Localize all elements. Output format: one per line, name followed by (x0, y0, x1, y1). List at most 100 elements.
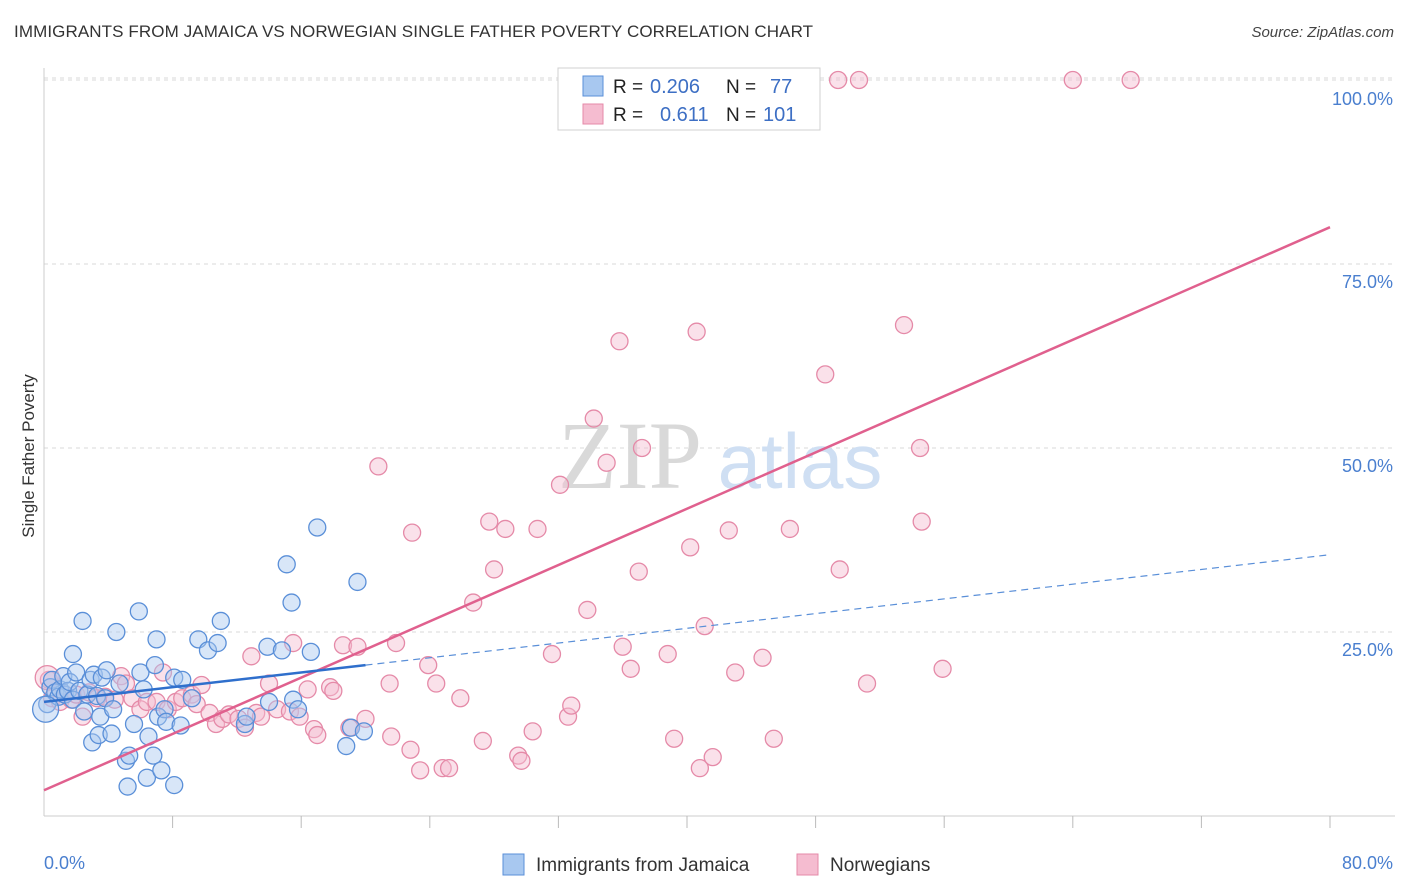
norwegians-point (687, 322, 706, 341)
y-tick-label: 75.0% (1342, 272, 1393, 292)
norwegians-point (703, 747, 722, 767)
norwegians-point (484, 560, 504, 579)
y-tick-label: 100.0% (1332, 89, 1393, 109)
norwegians-point (753, 648, 772, 667)
norwegians-point (496, 519, 515, 539)
jamaica-point (235, 714, 255, 734)
jamaica-point (97, 661, 116, 680)
legend-swatch-blue (582, 75, 604, 97)
watermark-atlas: atlas (718, 417, 883, 505)
jamaica-point (277, 555, 296, 574)
norwegians-point (658, 644, 677, 664)
norwegians-point (473, 731, 492, 751)
jamaica-point (137, 768, 157, 787)
jamaica-point (73, 611, 92, 631)
jamaica-point (81, 670, 100, 689)
stats-legend: R = 0.206 N = 77 R = 0.611 N = 101 (557, 67, 821, 131)
y-tick-label: 50.0% (1342, 456, 1393, 476)
jamaica-point (147, 630, 166, 649)
watermark-zip: ZIP (558, 402, 702, 509)
norwegians-point (613, 637, 632, 656)
jamaica-point (103, 700, 123, 719)
norwegians-point (726, 663, 745, 682)
jamaica-point (129, 602, 148, 621)
y-axis-label: Single Father Poverty (19, 374, 38, 538)
jamaica-point (198, 641, 218, 660)
norwegians-point (632, 438, 652, 458)
norwegians-point (333, 636, 353, 655)
norwegians-point (451, 689, 470, 708)
norwegians-point (298, 680, 317, 699)
x-tick-label-min: 0.0% (44, 853, 85, 873)
jamaica-point (63, 644, 83, 664)
legend-r-value-pink: 0.611 (660, 104, 709, 126)
norwegians-point (1063, 70, 1082, 90)
norwegians-point (433, 759, 452, 778)
norwegians-point (690, 759, 710, 778)
norwegians-point (629, 562, 648, 581)
legend-n-label-pink: N = (726, 105, 756, 126)
jamaica-points (31, 518, 374, 796)
jamaica-point (284, 690, 303, 709)
norwegians-point (402, 523, 422, 542)
norwegians-point (894, 315, 914, 335)
norwegians-point (912, 512, 931, 531)
jamaica-point (173, 670, 192, 689)
chart-source: Source: ZipAtlas.com (1251, 24, 1394, 41)
norwegians-point (251, 707, 271, 726)
gridlines (44, 77, 1395, 633)
norwegians-point (681, 538, 700, 557)
norwegians-point (284, 633, 303, 653)
legend-r-label-pink: R = (613, 105, 643, 126)
norwegians-point (584, 409, 603, 428)
jamaica-point (208, 633, 227, 653)
jamaica-point (118, 777, 137, 796)
jamaica-point (152, 761, 171, 780)
norwegians-point (187, 694, 206, 714)
norwegians-point (621, 659, 640, 678)
norwegians-point (480, 512, 499, 531)
watermark: ZIP atlas (558, 402, 882, 509)
jamaica-point (259, 692, 279, 712)
bottom-legend-label-blue: Immigrants from Jamaica (536, 855, 750, 876)
norwegians-point (242, 647, 261, 666)
jamaica-point (288, 700, 308, 719)
jamaica-point (308, 518, 327, 537)
norwegians-point (523, 722, 542, 741)
legend-swatch-pink (582, 103, 604, 125)
jamaica-point (211, 611, 230, 631)
jamaica-point (157, 712, 176, 731)
norwegians-point (664, 729, 684, 748)
norwegians-point (597, 453, 616, 472)
jamaica-point (301, 642, 320, 662)
norwegians-point (610, 332, 629, 351)
trendlines (43, 226, 1331, 792)
norwegians-point (816, 365, 835, 384)
y-tick-labels: 25.0% 50.0% 75.0% 100.0% (1332, 89, 1393, 660)
norwegians-point (427, 674, 446, 693)
jamaica-point (67, 663, 86, 682)
norwegians-point (562, 696, 581, 715)
norwegians-point (780, 519, 800, 539)
jamaica-point (31, 695, 60, 723)
norwegians-point (849, 70, 869, 90)
bottom-legend-swatch-pink (796, 853, 819, 876)
norwegians-point (764, 729, 783, 748)
norwegians-point (857, 674, 877, 693)
norwegians-point (550, 475, 570, 494)
norwegians-point (933, 659, 952, 678)
y-tick-label: 25.0% (1342, 640, 1393, 660)
jamaica-point (110, 674, 129, 693)
norwegians-point (828, 70, 848, 90)
chart-title: IMMIGRANTS FROM JAMAICA VS NORWEGIAN SIN… (14, 22, 814, 41)
norwegians-point (308, 725, 327, 745)
jamaica-point (145, 655, 165, 675)
series-legend: Immigrants from Jamaica Norwegians (502, 853, 930, 876)
norwegians-point (542, 644, 562, 664)
norwegians-point (401, 740, 420, 759)
norwegians-point (380, 674, 399, 693)
jamaica-trendline-extension (365, 554, 1331, 666)
x-tick-label-max: 80.0% (1342, 853, 1393, 873)
legend-n-value-pink: 101 (763, 104, 796, 126)
norwegians-point (719, 521, 738, 540)
